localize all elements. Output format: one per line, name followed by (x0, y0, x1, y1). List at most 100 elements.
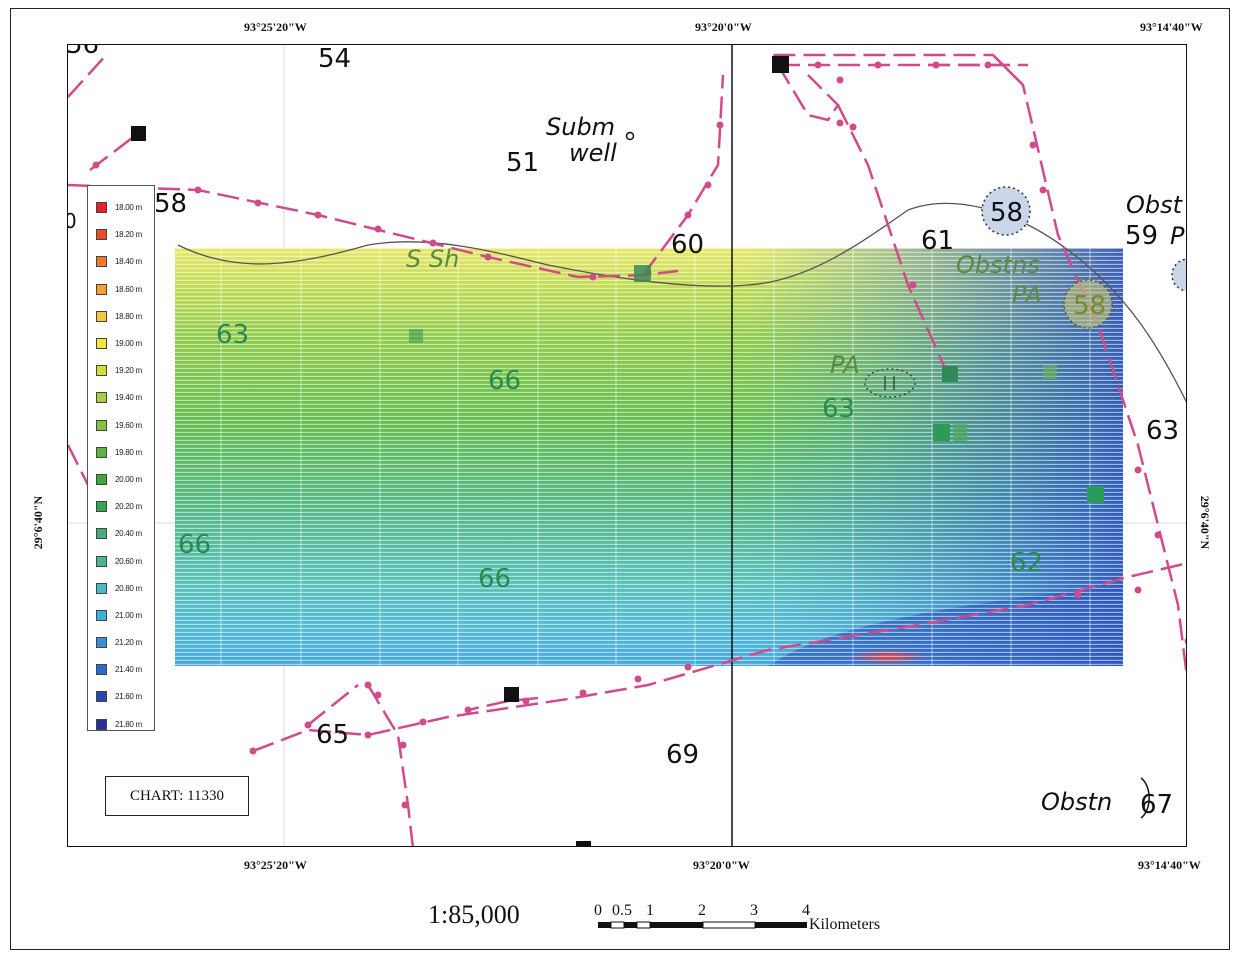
legend-swatch (96, 256, 107, 268)
legend-swatch (96, 229, 107, 241)
sounding: 66 (178, 530, 211, 560)
legend-label: 18.20 m (115, 230, 142, 240)
label-obst: Obst (1126, 191, 1184, 219)
map-frame (10, 8, 1230, 950)
legend-label: 21.00 m (115, 610, 142, 620)
map-area[interactable]: 54 51 58 60 61 58 59 63 66 63 63 66 66 6… (67, 44, 1187, 847)
legend-item: 19.20 m (88, 357, 154, 384)
legend-swatch (96, 528, 107, 540)
scale-tick-label: 1 (646, 902, 654, 919)
legend-swatch (96, 691, 107, 703)
sounding: 59 (1125, 221, 1158, 251)
depth-contour (177, 202, 1186, 403)
sounding: 62 (1010, 548, 1043, 578)
legend-swatch (96, 637, 107, 649)
sounding: 65 (316, 720, 349, 750)
obstruction-markers (625, 131, 1186, 819)
legend-item: 20.00 m (88, 466, 154, 493)
legend-swatch (96, 718, 107, 730)
legend-swatch (96, 473, 107, 485)
legend-item: 21.20 m (88, 629, 154, 656)
coord-bottom-center: 93°20'0"W (693, 858, 750, 872)
legend-item: 19.40 m (88, 384, 154, 411)
label-pa: PA (830, 351, 860, 379)
legend-label: 21.20 m (115, 638, 142, 648)
legend-label: 20.60 m (115, 556, 142, 566)
scale-unit-label: Kilometers (809, 916, 880, 933)
coord-right: 29°6'40"N (1198, 495, 1213, 550)
legend-swatch (96, 609, 107, 621)
legend-item: 20.60 m (88, 547, 154, 574)
legend-item: 21.00 m (88, 602, 154, 629)
legend-swatch (96, 202, 107, 214)
sounding: 58 (990, 198, 1023, 228)
legend-item: 20.20 m (88, 493, 154, 520)
sounding: 61 (921, 226, 954, 256)
legend-item: 18.20 m (88, 221, 154, 248)
legend-item: 18.60 m (88, 276, 154, 303)
legend-swatch (96, 664, 107, 676)
coord-left: 29°6'40"N (31, 495, 46, 550)
legend-swatch (96, 555, 107, 567)
legend-item: 18.00 m (88, 194, 154, 221)
sounding: 60 (671, 230, 704, 260)
scale-bar: 0 0.5 1 2 3 4 Kilometers (594, 902, 880, 933)
legend-item: 19.00 m (88, 330, 154, 357)
legend-swatch (96, 310, 107, 322)
sounding-partial: 56 (68, 45, 99, 60)
depth-legend: 18.00 m 18.20 m 18.40 m 18.60 m 18.80 m 19.00… (87, 185, 155, 731)
sounding: 63 (216, 320, 249, 350)
legend-label: 21.40 m (115, 665, 142, 675)
scale-tick-label: 0.5 (612, 902, 632, 919)
legend-label: 20.80 m (115, 583, 142, 593)
label-p: P (1170, 222, 1185, 250)
sounding: 54 (318, 45, 351, 74)
scale-tick-label: 4 (802, 902, 810, 919)
sounding: 66 (478, 564, 511, 594)
coord-top-right: 93°14'40"W (1140, 20, 1203, 34)
legend-item: 20.80 m (88, 575, 154, 602)
chart-reference-box: CHART: 11330 (105, 776, 249, 816)
legend-item: 21.40 m (88, 656, 154, 683)
legend-label: 19.00 m (115, 339, 142, 349)
label-subm: Subm (546, 113, 615, 141)
legend-label: 19.20 m (115, 366, 142, 376)
legend-item: 18.40 m (88, 248, 154, 275)
map-canvas: 54 51 58 60 61 58 59 63 66 63 63 66 66 6… (68, 45, 1186, 846)
map-scale: 1:85,000 (428, 900, 520, 929)
label-obstn: Obstn (1041, 788, 1112, 816)
legend-label: 21.60 m (115, 692, 142, 702)
platform-markers (131, 56, 1104, 846)
scale-tick-label: 3 (750, 902, 758, 919)
sounding: 67 (1140, 790, 1173, 820)
sounding: 66 (488, 366, 521, 396)
sounding: 63 (822, 394, 855, 424)
coord-top-left: 93°25'20"W (244, 20, 307, 34)
coord-top-center: 93°20'0"W (695, 20, 752, 34)
bathymetry-survey (175, 248, 1123, 666)
sounding-partial: 0 (68, 209, 77, 233)
scale-tick-label: 0 (594, 902, 602, 919)
legend-swatch (96, 392, 107, 404)
scale-tick-label: 2 (698, 902, 706, 919)
legend-label: 21.80 m (115, 719, 142, 729)
legend-item: 20.40 m (88, 520, 154, 547)
label-obstns: Obstns (956, 251, 1040, 279)
legend-item: 19.80 m (88, 439, 154, 466)
coord-bottom-left: 93°25'20"W (244, 858, 307, 872)
sounding: 69 (666, 740, 699, 770)
label-s-sh: S Sh (406, 245, 459, 273)
legend-swatch (96, 365, 107, 377)
legend-swatch (96, 283, 107, 295)
legend-swatch (96, 419, 107, 431)
sounding: 58 (1073, 291, 1106, 321)
legend-label: 20.00 m (115, 474, 142, 484)
sounding: 58 (154, 189, 187, 219)
legend-label: 19.60 m (115, 420, 142, 430)
label-well: well (569, 139, 617, 167)
legend-swatch (96, 501, 107, 513)
legend-item: 21.60 m (88, 683, 154, 710)
label-pa: PA (1012, 281, 1042, 309)
legend-label: 18.00 m (115, 203, 142, 213)
sounding: 63 (1146, 416, 1179, 446)
